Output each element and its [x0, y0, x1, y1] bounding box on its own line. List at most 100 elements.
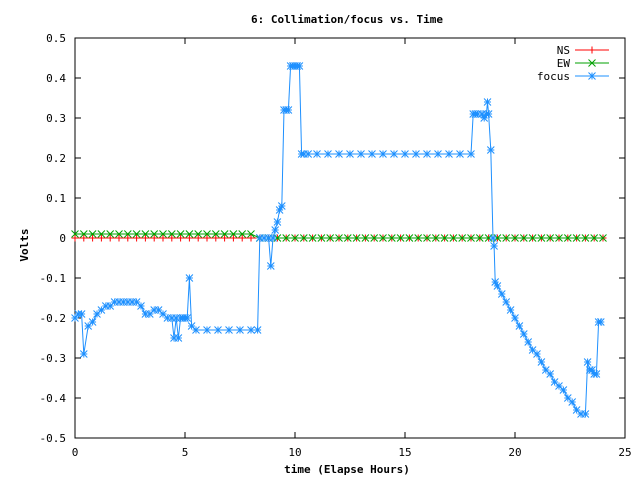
data-point — [238, 234, 246, 242]
data-point — [221, 234, 229, 242]
data-point — [159, 234, 167, 242]
data-point — [445, 150, 453, 158]
data-point — [524, 338, 533, 346]
series-layer — [71, 62, 607, 418]
y-axis-label: Volts — [18, 228, 31, 261]
data-point — [379, 234, 387, 242]
data-point — [308, 234, 317, 242]
data-point — [352, 234, 361, 242]
data-point — [229, 230, 238, 238]
data-point — [93, 310, 101, 318]
data-point — [546, 234, 555, 242]
y-tick-label: 0.5 — [46, 32, 66, 45]
data-point — [519, 330, 528, 338]
x-tick-label: 20 — [508, 446, 521, 459]
x-tick-label: 25 — [618, 446, 631, 459]
data-point — [211, 230, 220, 238]
data-point — [291, 234, 299, 242]
data-point — [324, 150, 332, 158]
data-point — [533, 350, 541, 358]
data-point — [123, 230, 132, 238]
data-point — [599, 234, 607, 242]
data-point — [203, 326, 211, 334]
y-tick-label: 0.3 — [46, 112, 66, 125]
data-point — [174, 334, 183, 342]
data-point — [396, 234, 405, 242]
data-point — [449, 234, 458, 242]
y-tick-label: -0.5 — [40, 432, 67, 445]
data-point — [212, 234, 220, 242]
data-point — [581, 410, 590, 418]
data-point — [343, 234, 352, 242]
data-point — [519, 234, 528, 242]
data-point — [203, 234, 211, 242]
data-point — [440, 234, 449, 242]
data-point — [596, 318, 605, 326]
data-point — [506, 306, 515, 314]
x-axis-label: time (Elapse Hours) — [284, 463, 410, 476]
x-tick-label: 10 — [288, 446, 301, 459]
data-point — [489, 234, 497, 242]
data-point — [247, 326, 255, 334]
x-tick-label: 0 — [72, 446, 79, 459]
data-point — [141, 234, 149, 242]
data-point — [346, 150, 354, 158]
data-point — [555, 234, 563, 242]
data-point — [475, 234, 484, 242]
data-point — [423, 234, 431, 242]
data-point — [497, 290, 506, 298]
data-point — [467, 234, 475, 242]
data-point — [537, 358, 546, 366]
data-point — [71, 234, 79, 242]
y-tick-label: 0.2 — [46, 152, 66, 165]
series-ew — [71, 230, 607, 242]
data-point — [423, 150, 431, 158]
legend-label: NS — [557, 44, 570, 57]
legend-swatch-marker — [588, 59, 596, 67]
data-point — [401, 150, 409, 158]
data-point — [313, 150, 321, 158]
data-point — [192, 326, 200, 334]
data-point — [203, 230, 211, 238]
data-point — [412, 150, 420, 158]
data-point — [132, 230, 141, 238]
data-point — [269, 234, 277, 242]
data-point — [277, 202, 286, 210]
data-point — [183, 314, 192, 322]
data-point — [79, 230, 88, 238]
data-point — [528, 234, 537, 242]
data-point — [229, 234, 237, 242]
data-point — [370, 234, 379, 242]
data-point — [236, 326, 244, 334]
data-point — [282, 234, 291, 242]
data-point — [458, 234, 467, 242]
data-point — [592, 370, 601, 378]
chart-title: 6: Collimation/focus vs. Time — [251, 13, 443, 26]
data-point — [434, 150, 442, 158]
data-point — [486, 146, 495, 154]
data-point — [97, 230, 106, 238]
x-tick-label: 5 — [182, 446, 189, 459]
data-point — [590, 234, 599, 242]
data-point — [511, 234, 519, 242]
data-point — [247, 230, 255, 238]
data-point — [266, 262, 275, 270]
data-point — [185, 230, 194, 238]
legend-swatch-marker — [588, 72, 596, 80]
data-point — [405, 234, 414, 242]
data-point — [238, 230, 247, 238]
data-point — [515, 322, 524, 330]
data-point — [194, 234, 202, 242]
data-point — [361, 234, 370, 242]
data-point — [484, 110, 493, 118]
legend-swatch-marker — [588, 46, 596, 54]
data-point — [159, 230, 167, 238]
data-point — [77, 310, 86, 318]
data-point — [106, 230, 115, 238]
data-point — [124, 234, 132, 242]
data-point — [390, 150, 398, 158]
data-point — [194, 230, 203, 238]
data-point — [456, 150, 464, 158]
